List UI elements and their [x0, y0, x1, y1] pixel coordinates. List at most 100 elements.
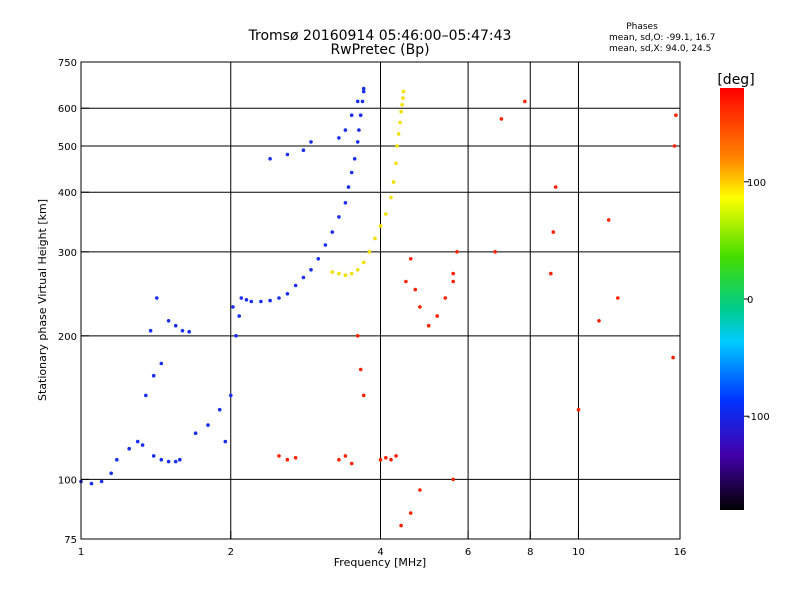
- data-point: [285, 152, 290, 157]
- data-point: [493, 250, 497, 254]
- data-point: [217, 407, 222, 412]
- data-point: [404, 279, 408, 284]
- data-point: [391, 180, 396, 184]
- data-point: [358, 113, 363, 117]
- data-point: [127, 446, 131, 451]
- data-points: [79, 86, 678, 528]
- data-point: [352, 157, 357, 161]
- data-point: [151, 373, 156, 378]
- data-point: [597, 319, 601, 323]
- x-tick-label: 1: [78, 547, 84, 558]
- data-point: [115, 457, 119, 462]
- data-point: [361, 260, 366, 265]
- x-tick-label: 4: [377, 547, 383, 558]
- phase-stats-x: mean, sd,X: 94.0, 24.5: [609, 44, 711, 54]
- phase-colorbar: [720, 88, 744, 510]
- data-point: [399, 523, 403, 528]
- data-point: [349, 271, 354, 276]
- data-point: [285, 457, 290, 462]
- data-point: [268, 298, 272, 303]
- colorbar-tick-label: -100: [747, 412, 770, 423]
- y-tick-label: 600: [58, 104, 77, 115]
- data-point: [616, 296, 620, 300]
- data-point: [523, 99, 527, 104]
- data-point: [330, 270, 335, 274]
- data-point: [576, 407, 581, 412]
- data-point: [159, 361, 164, 366]
- data-point: [337, 457, 341, 462]
- data-point: [361, 393, 366, 398]
- data-point: [384, 212, 388, 216]
- data-point: [349, 113, 354, 117]
- data-point: [394, 161, 398, 166]
- chart-title-line2: RwPretec (Bp): [330, 42, 429, 58]
- data-point: [180, 328, 185, 333]
- y-axis-label: Stationary phase Virtual Height [km]: [36, 199, 49, 401]
- data-point: [413, 287, 418, 292]
- data-point: [285, 292, 290, 296]
- colorbar-label: [deg]: [717, 72, 754, 88]
- data-point: [395, 144, 399, 148]
- data-point: [89, 481, 94, 486]
- data-point: [361, 89, 366, 94]
- data-point: [361, 86, 366, 91]
- data-point: [166, 319, 171, 323]
- chart-title-line1: Tromsø 20160914 05:46:00–05:47:43: [248, 28, 512, 44]
- data-point: [343, 454, 348, 458]
- data-point: [166, 459, 171, 464]
- data-point: [309, 268, 313, 272]
- data-point: [455, 250, 459, 254]
- data-point: [389, 195, 393, 200]
- data-point: [159, 457, 164, 462]
- data-point: [330, 230, 335, 234]
- data-point: [349, 461, 354, 466]
- data-point: [373, 236, 377, 241]
- data-point: [144, 393, 148, 398]
- data-point: [346, 185, 351, 189]
- data-point: [99, 479, 104, 484]
- data-point: [135, 439, 140, 444]
- data-point: [384, 456, 388, 460]
- data-point: [435, 314, 440, 318]
- data-point: [249, 299, 254, 304]
- data-point: [206, 423, 210, 427]
- colorbar-ticks: 100 0 -100: [744, 178, 770, 423]
- colorbar-tick-label: 0: [747, 295, 753, 306]
- x-axis-label: Frequency [MHz]: [334, 556, 426, 569]
- data-point: [151, 454, 156, 458]
- y-tick-label: 300: [58, 248, 77, 259]
- data-point: [367, 250, 372, 254]
- data-point: [451, 279, 456, 284]
- data-point: [259, 299, 263, 304]
- y-tick-label: 750: [58, 58, 77, 69]
- data-point: [398, 120, 402, 125]
- data-point: [244, 298, 249, 302]
- y-tick-label: 400: [58, 188, 77, 199]
- x-tick-label: 6: [465, 547, 471, 558]
- data-point: [239, 296, 244, 300]
- data-point: [451, 271, 456, 276]
- data-point: [674, 113, 678, 117]
- data-point: [551, 230, 556, 234]
- data-point: [277, 296, 281, 300]
- grid-lines: [81, 62, 680, 539]
- data-point: [396, 132, 401, 136]
- y-tick-label: 100: [58, 475, 77, 486]
- data-point: [399, 109, 403, 114]
- data-point: [443, 296, 448, 300]
- x-tick-label: 2: [228, 547, 234, 558]
- x-tick-label: 10: [572, 547, 585, 558]
- data-point: [173, 459, 178, 464]
- data-point: [672, 144, 677, 148]
- data-point: [606, 218, 611, 222]
- data-point: [394, 454, 398, 458]
- data-point: [155, 296, 159, 300]
- data-point: [343, 273, 348, 278]
- data-point: [229, 393, 233, 398]
- x-tick-label: 8: [527, 547, 533, 558]
- data-point: [401, 89, 406, 94]
- data-point: [355, 334, 360, 338]
- data-point: [316, 257, 321, 261]
- data-point: [549, 271, 553, 276]
